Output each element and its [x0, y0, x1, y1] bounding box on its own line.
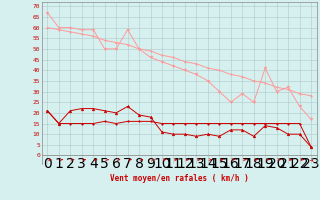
- X-axis label: Vent moyen/en rafales ( km/h ): Vent moyen/en rafales ( km/h ): [110, 174, 249, 183]
